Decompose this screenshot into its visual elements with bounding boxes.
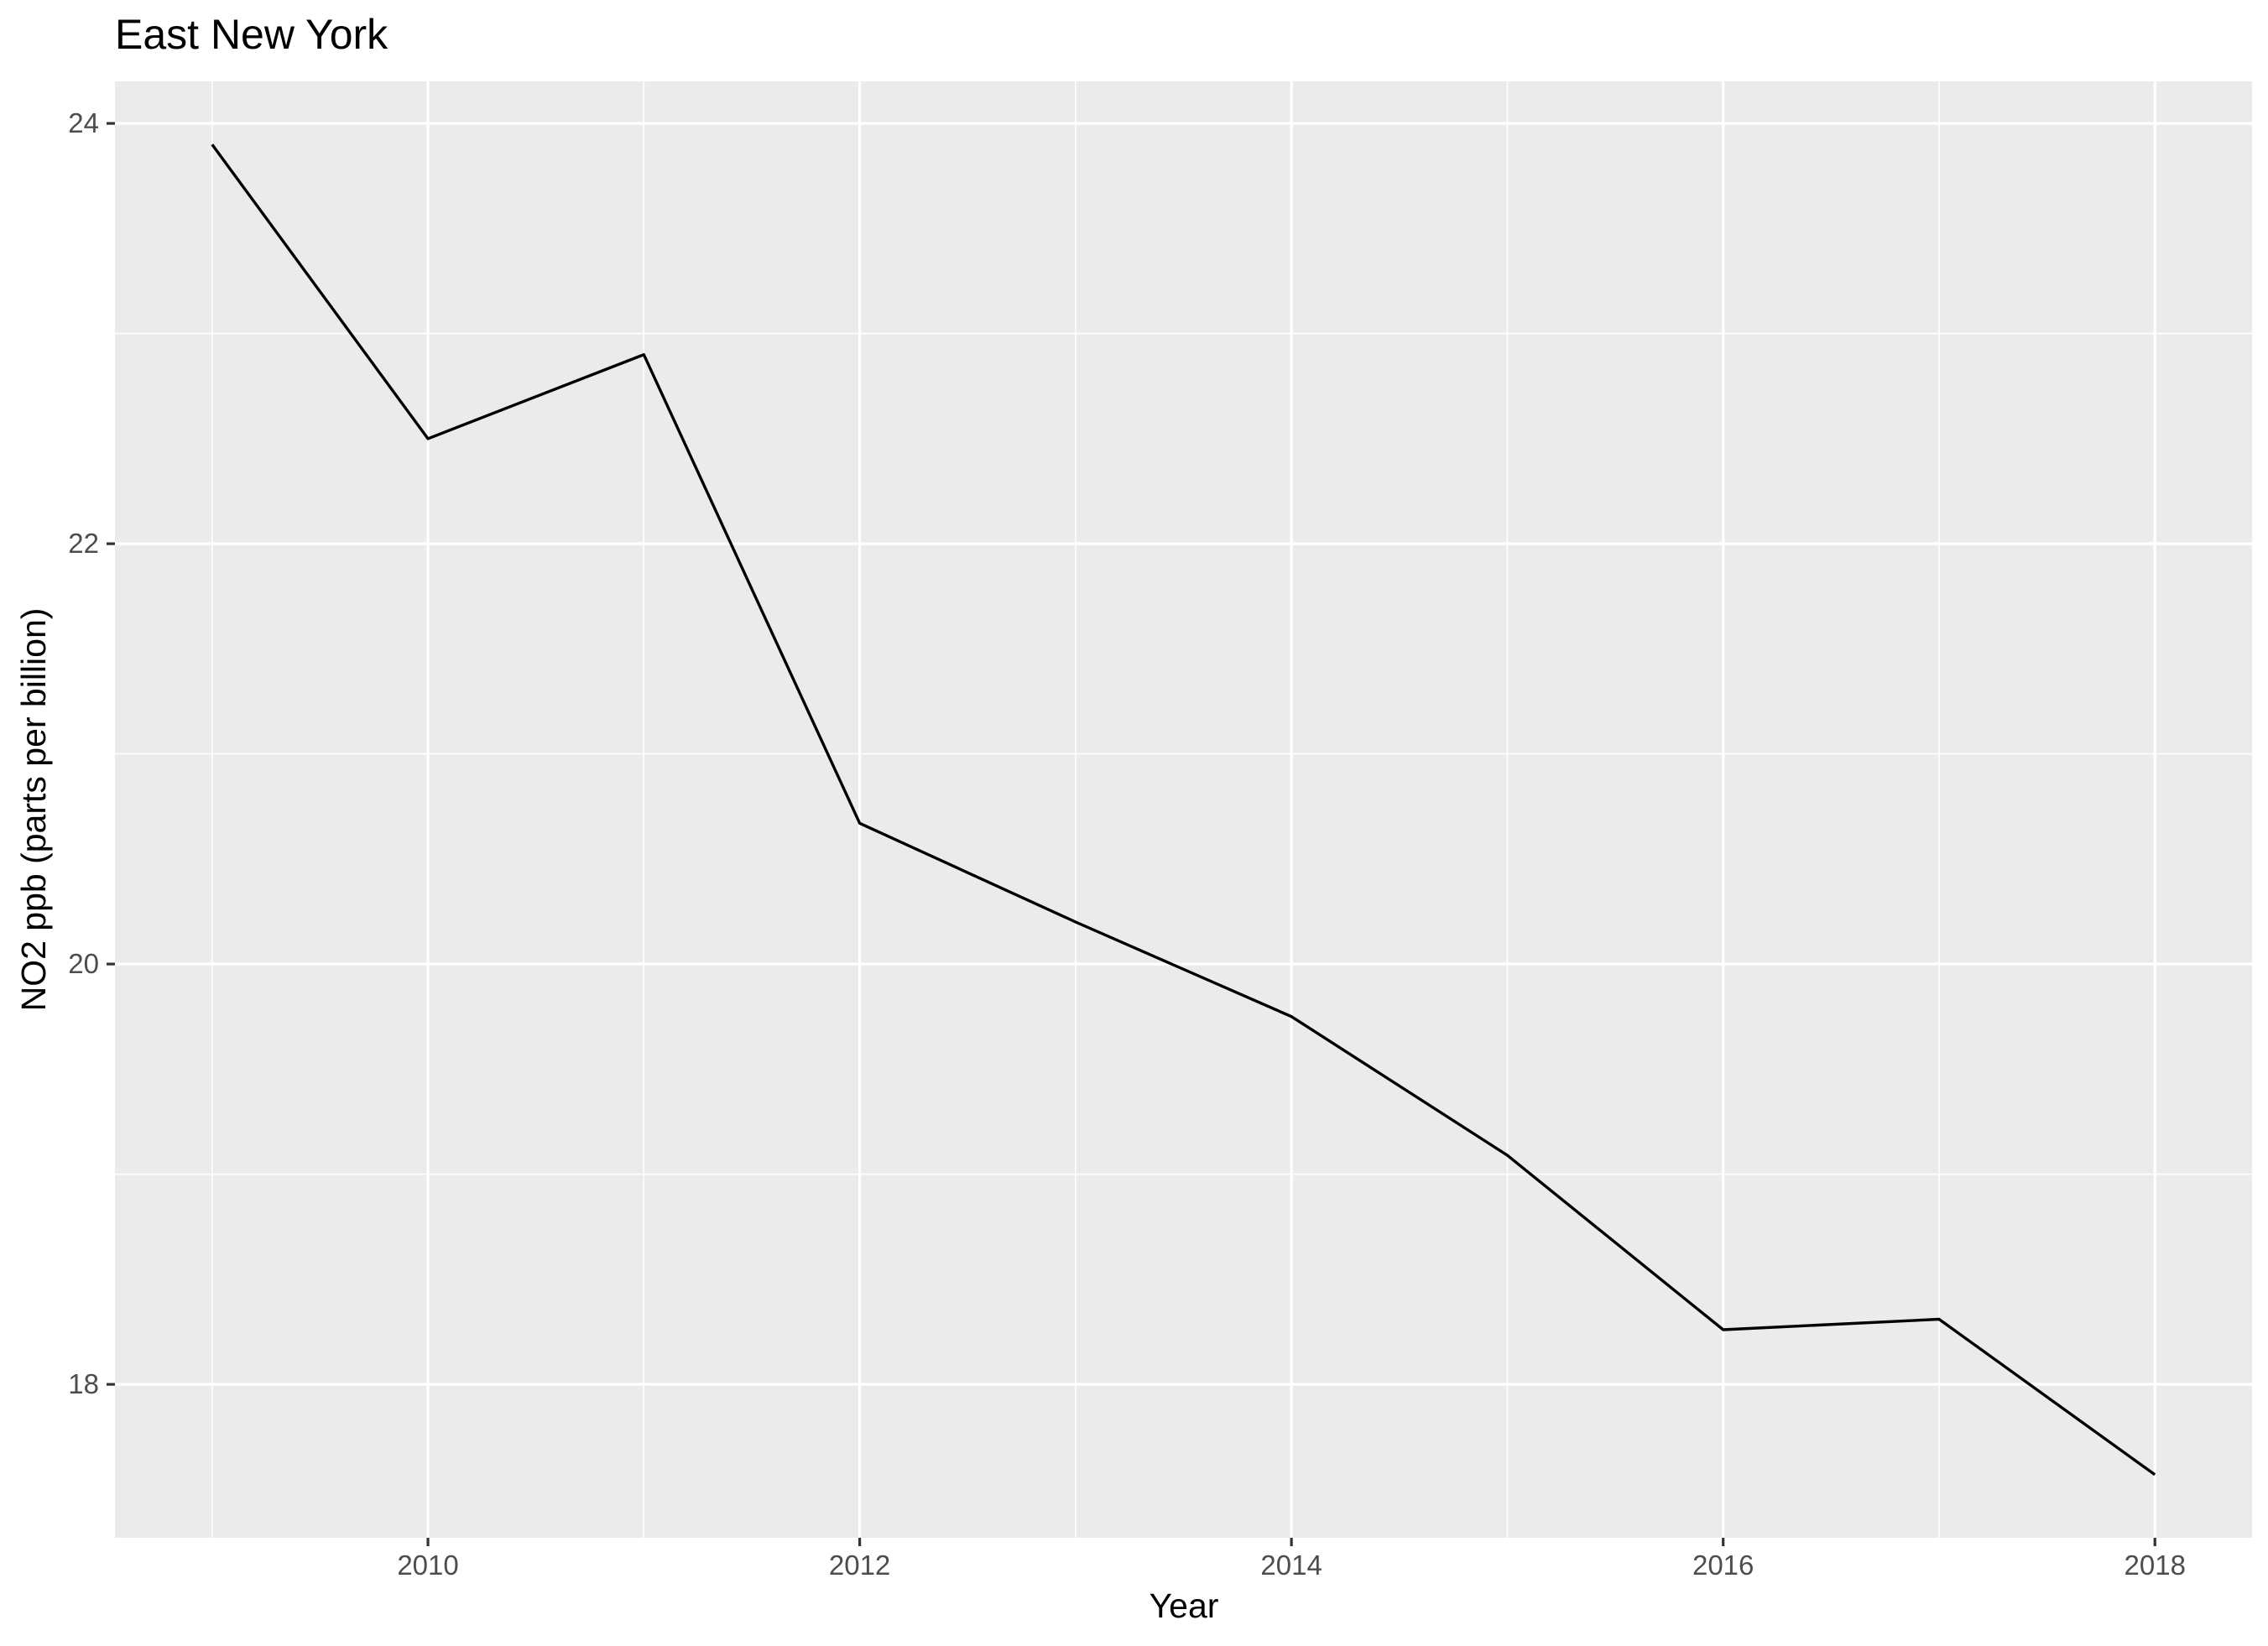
major-gridlines	[115, 81, 2252, 1538]
y-tick-label: 20	[68, 948, 99, 979]
y-axis-title: NO2 ppb (parts per billion)	[14, 608, 53, 1012]
x-tick-label: 2012	[829, 1550, 890, 1581]
chart-title: East New York	[115, 11, 388, 58]
x-tick-label: 2016	[1692, 1550, 1754, 1581]
series-layer	[211, 143, 2156, 1477]
y-axis: 18 20 22 24	[68, 107, 115, 1399]
minor-gridlines	[115, 81, 2252, 1538]
x-tick-label: 2014	[1260, 1550, 1322, 1581]
x-tick-label: 2010	[397, 1550, 458, 1581]
y-tick-label: 24	[68, 107, 99, 138]
x-axis-title: Year	[1150, 1586, 1219, 1625]
plot-panel	[115, 81, 2252, 1538]
y-tick-label: 18	[68, 1368, 99, 1399]
x-axis: 2010 2012 2014 2016 2018	[397, 1538, 2186, 1581]
series-line	[211, 143, 2156, 1477]
y-tick-label: 22	[68, 528, 99, 559]
x-tick-label: 2018	[2125, 1550, 2186, 1581]
